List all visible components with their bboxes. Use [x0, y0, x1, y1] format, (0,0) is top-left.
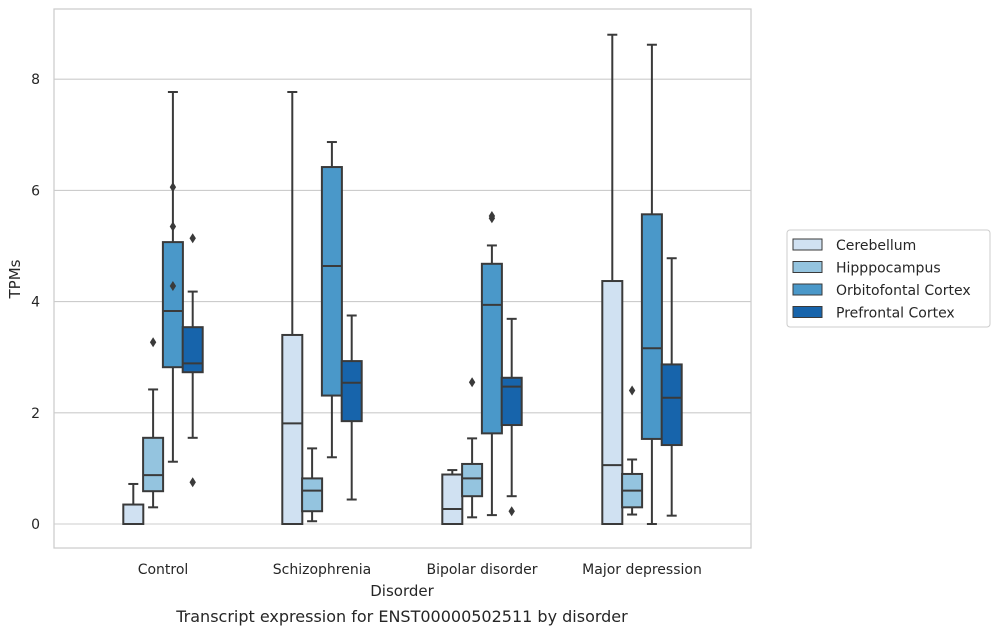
box-orbitofontal-cortex-control [161, 90, 184, 463]
x-tick-label: Bipolar disorder [426, 562, 537, 578]
iqr-box [122, 503, 145, 526]
y-tick-label: 6 [31, 183, 40, 199]
legend: Cerebellum Hipppocampus Orbitofontal Corte… [786, 229, 991, 328]
iqr-box [601, 280, 624, 526]
chart-title: Transcript expression for ENST0000050251… [175, 607, 628, 626]
box-hipppocampus-bipolar-disorder [461, 377, 484, 519]
y-tick-label: 0 [31, 517, 40, 533]
series-hipppocampus [142, 337, 644, 523]
legend-entry: Orbitofontal Cortex [792, 283, 971, 299]
iqr-box [640, 213, 663, 440]
x-tick-label: Major depression [582, 562, 702, 578]
iqr-box [142, 436, 165, 493]
legend-entry: Prefrontal Cortex [792, 306, 955, 322]
y-tick-label: 4 [31, 295, 40, 311]
outlier-point [468, 377, 476, 388]
outlier-point [628, 385, 636, 396]
legend-label: Hipppocampus [836, 261, 941, 277]
box-hipppocampus-major-depression [621, 385, 644, 516]
legend-frame [786, 229, 991, 328]
box-orbitofontal-cortex-schizophrenia [320, 141, 343, 459]
iqr-box [461, 462, 484, 498]
outlier-point [508, 506, 515, 517]
box-cerebellum-major-depression [601, 33, 624, 526]
iqr-box [181, 326, 204, 374]
legend-swatch [792, 306, 823, 318]
outlier-point [488, 210, 496, 221]
legend-label: Orbitofontal Cortex [836, 283, 971, 299]
legend-label: Prefrontal Cortex [836, 306, 955, 322]
y-axis-ticks: 0 2 4 6 8 [31, 72, 40, 533]
y-tick-label: 2 [31, 406, 40, 422]
iqr-box [301, 477, 324, 513]
plot-area-frame [53, 8, 752, 549]
legend-swatch [792, 283, 823, 296]
x-axis-label: Disorder [370, 582, 434, 600]
iqr-box [441, 473, 464, 525]
outlier-point [189, 477, 196, 488]
outlier-point [149, 337, 157, 348]
outlier-point [169, 221, 177, 232]
outlier-point [189, 233, 196, 244]
box-orbitofontal-cortex-bipolar-disorder [480, 210, 503, 517]
box-prefrontal-cortex-control [181, 233, 204, 488]
legend-swatch [792, 238, 823, 251]
x-tick-label: Control [138, 562, 189, 578]
x-tick-label: Schizophrenia [273, 562, 371, 578]
iqr-box [480, 262, 503, 435]
iqr-box [161, 241, 184, 369]
series-cerebellum [122, 33, 624, 526]
y-axis-label: TPMs [6, 259, 24, 299]
x-axis-ticks: Control Schizophrenia Bipolar disorder Majo… [138, 562, 702, 578]
y-tick-label: 8 [31, 72, 40, 88]
series-prefrontal-cortex [181, 233, 683, 517]
iqr-box [320, 166, 343, 397]
box-series-layer [122, 33, 683, 526]
box-prefrontal-cortex-bipolar-disorder [500, 317, 523, 517]
legend-entry: Cerebellum [792, 238, 916, 254]
iqr-box [500, 376, 523, 427]
box-cerebellum-bipolar-disorder [441, 469, 464, 525]
box-hipppocampus-schizophrenia [301, 447, 324, 523]
box-prefrontal-cortex-schizophrenia [340, 314, 363, 501]
box-hipppocampus-control [142, 337, 165, 509]
iqr-box [281, 333, 304, 525]
outlier-point [169, 281, 177, 292]
box-cerebellum-schizophrenia [281, 90, 304, 525]
iqr-box [340, 360, 363, 423]
legend-entry: Hipppocampus [792, 261, 941, 277]
legend-label: Cerebellum [836, 238, 916, 254]
legend-swatch [792, 261, 823, 273]
iqr-box [660, 363, 683, 447]
box-orbitofontal-cortex-major-depression [640, 43, 663, 525]
outlier-point [169, 182, 177, 193]
series-orbitofontal-cortex [161, 43, 663, 525]
box-cerebellum-control [122, 482, 145, 526]
box-prefrontal-cortex-major-depression [660, 257, 683, 517]
